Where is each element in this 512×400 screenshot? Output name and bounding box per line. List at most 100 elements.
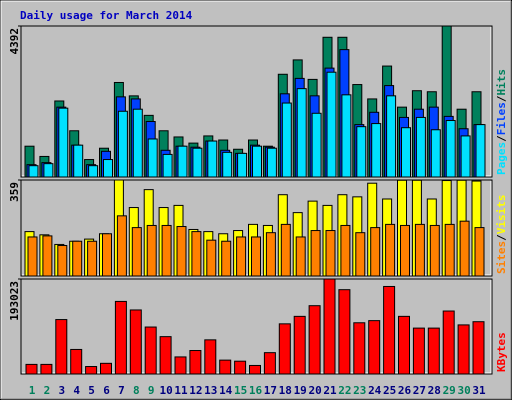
legend-separator: / — [495, 135, 508, 142]
x-tick-label: 2 — [44, 384, 51, 397]
x-tick-label: 16 — [249, 384, 263, 397]
x-tick-label: 26 — [398, 384, 412, 397]
bar — [356, 126, 367, 178]
x-tick-label: 3 — [58, 384, 65, 397]
bar — [249, 364, 261, 375]
bar — [40, 363, 53, 375]
x-tick-label: 10 — [159, 384, 172, 397]
bar — [475, 124, 486, 178]
bar — [73, 144, 84, 178]
bar — [176, 226, 187, 277]
bar — [236, 236, 247, 277]
x-tick-label: 8 — [133, 384, 140, 397]
bar — [207, 140, 218, 178]
bar — [114, 300, 127, 375]
bar — [472, 321, 485, 375]
bar — [251, 236, 261, 277]
bar — [340, 224, 351, 277]
legend-entry: Files — [495, 102, 508, 135]
bar — [474, 227, 485, 277]
bar — [28, 165, 39, 178]
bar — [100, 362, 112, 375]
x-tick-label: 13 — [204, 384, 217, 397]
bar — [341, 94, 352, 178]
bar — [144, 326, 157, 375]
bar — [266, 147, 277, 178]
y-tick-label: 4392 — [8, 28, 21, 55]
bar — [57, 245, 68, 277]
bar — [353, 322, 366, 375]
bar — [162, 153, 173, 178]
bar — [87, 240, 98, 277]
bar — [206, 239, 217, 277]
bar — [326, 71, 337, 178]
bar — [460, 135, 471, 178]
x-tick-label: 14 — [219, 384, 233, 397]
bar — [102, 233, 112, 277]
x-tick-label: 31 — [472, 384, 486, 397]
bar — [42, 235, 53, 277]
bar — [43, 163, 54, 178]
bar — [117, 110, 128, 178]
bar — [161, 224, 172, 277]
bar — [442, 310, 455, 375]
bar — [265, 232, 276, 277]
bar — [146, 224, 157, 277]
bar — [27, 236, 38, 277]
x-tick-label: 18 — [279, 384, 292, 397]
bar — [189, 350, 202, 375]
bar — [400, 224, 410, 277]
bar — [371, 123, 382, 178]
bar — [103, 159, 113, 178]
x-tick-label: 23 — [353, 384, 366, 397]
bar — [281, 102, 292, 178]
bar — [191, 231, 202, 277]
bar — [55, 319, 68, 375]
x-tick-label: 22 — [338, 384, 351, 397]
bar — [427, 327, 440, 375]
bar — [222, 151, 233, 178]
x-tick-label: 6 — [103, 384, 110, 397]
x-tick-label: 28 — [428, 384, 441, 397]
bar — [192, 147, 203, 178]
chart-title: Daily usage for March 2014 — [20, 9, 193, 22]
bar — [263, 352, 276, 375]
bar — [221, 240, 232, 277]
bar — [308, 305, 321, 375]
bar — [25, 363, 38, 375]
bar — [412, 327, 425, 375]
bar — [177, 145, 188, 178]
bar — [88, 165, 99, 178]
bar — [85, 366, 98, 375]
bar — [72, 240, 83, 277]
bar — [131, 227, 142, 277]
bar — [459, 220, 470, 277]
bar — [457, 324, 470, 375]
bar — [401, 127, 411, 178]
bar — [444, 223, 455, 277]
bar — [132, 108, 143, 178]
bar — [293, 315, 306, 375]
bar — [383, 285, 396, 375]
bar — [129, 309, 142, 375]
legend: KBytes — [495, 332, 508, 372]
bar — [295, 236, 306, 277]
bar — [355, 232, 366, 277]
bar — [445, 120, 456, 178]
x-tick-label: 20 — [308, 384, 321, 397]
x-tick-label: 5 — [88, 384, 95, 397]
x-tick-label: 29 — [443, 384, 456, 397]
y-tick-label: 193023 — [8, 281, 21, 321]
bar — [280, 223, 291, 277]
bar — [370, 227, 381, 277]
bar — [430, 129, 441, 178]
bar — [204, 339, 217, 375]
bar — [386, 95, 397, 178]
legend-entry: Sites — [495, 241, 508, 274]
bar — [278, 323, 291, 375]
bar — [296, 88, 307, 178]
bar — [414, 223, 425, 277]
